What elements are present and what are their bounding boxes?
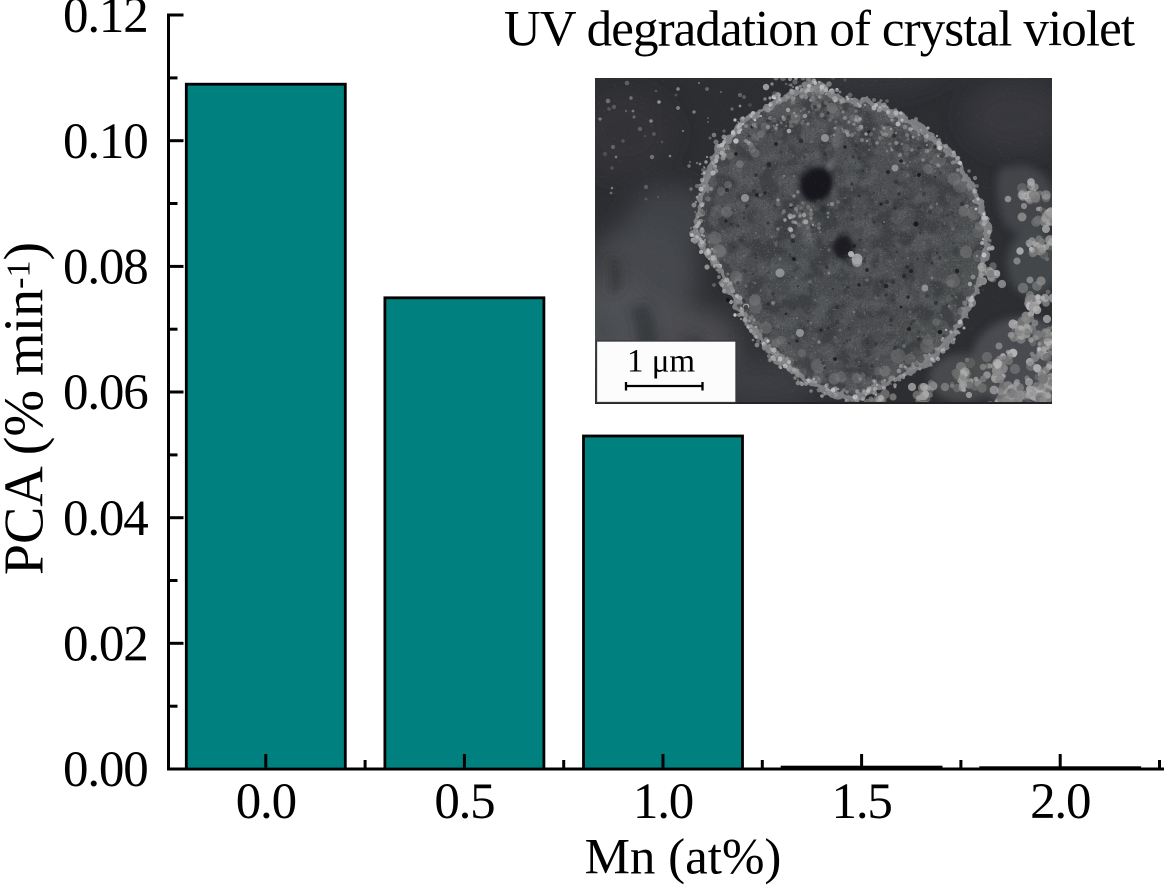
svg-text:0.12: 0.12 bbox=[63, 0, 147, 44]
svg-text:2.0: 2.0 bbox=[1030, 774, 1090, 830]
svg-text:0.5: 0.5 bbox=[434, 774, 494, 830]
svg-text:UV degradation of crystal viol: UV degradation of crystal violet bbox=[504, 2, 1135, 58]
svg-text:0.0: 0.0 bbox=[236, 774, 296, 830]
svg-text:0.04: 0.04 bbox=[63, 491, 148, 547]
svg-text:1.5: 1.5 bbox=[832, 774, 892, 830]
svg-text:0.00: 0.00 bbox=[63, 742, 147, 798]
svg-text:PCA (% min-1): PCA (% min-1) bbox=[0, 242, 56, 575]
svg-text:1 μm: 1 μm bbox=[627, 344, 695, 380]
svg-text:0.02: 0.02 bbox=[63, 617, 147, 673]
svg-text:0.10: 0.10 bbox=[63, 114, 147, 170]
svg-text:0.08: 0.08 bbox=[63, 240, 147, 296]
svg-text:0.06: 0.06 bbox=[63, 365, 147, 421]
svg-text:1.0: 1.0 bbox=[633, 774, 693, 830]
svg-text:Mn (at%): Mn (at%) bbox=[585, 830, 782, 886]
